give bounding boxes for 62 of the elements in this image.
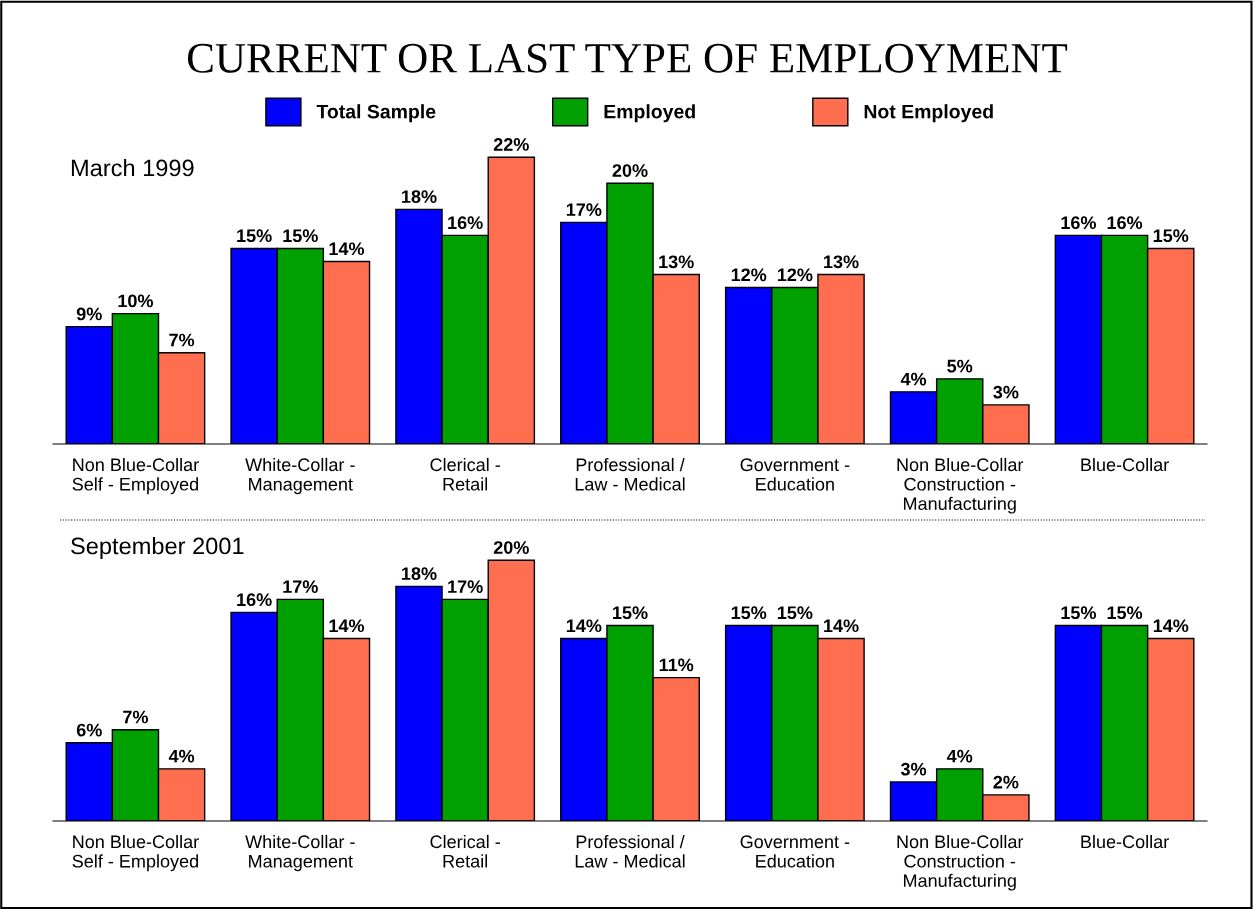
chart-title: CURRENT OR LAST TYPE OF EMPLOYMENT xyxy=(187,43,1068,73)
data-label: 14% xyxy=(566,619,602,633)
data-label: 14% xyxy=(1153,619,1189,633)
data-label: 3% xyxy=(993,385,1019,399)
data-label: 10% xyxy=(118,294,154,308)
data-label: 15% xyxy=(1061,606,1097,620)
data-label: 15% xyxy=(283,229,318,243)
data-label: 15% xyxy=(1107,606,1143,620)
x-tick-label: White-Collar - Management xyxy=(245,457,355,495)
data-label: 15% xyxy=(731,606,767,620)
data-label: 18% xyxy=(402,190,437,204)
data-label: 17% xyxy=(566,203,602,216)
x-tick-label: Blue-Collar xyxy=(1081,457,1169,472)
data-label: 16% xyxy=(448,216,483,230)
data-label: 6% xyxy=(76,723,102,737)
legend-label: Employed xyxy=(604,104,695,123)
data-label: 15% xyxy=(1153,229,1189,243)
data-label: 17% xyxy=(283,580,318,593)
data-label: 15% xyxy=(237,229,272,243)
data-label: 5% xyxy=(947,359,973,373)
data-label: 20% xyxy=(493,541,529,554)
data-label: 15% xyxy=(613,606,648,620)
data-label: 14% xyxy=(329,619,365,633)
chart-subtitle: March 1999 xyxy=(71,159,194,177)
x-tick-label: Non Blue-Collar Construction - Manufacturing xyxy=(897,457,1024,514)
x-tick-label: Clerical - Retail xyxy=(430,457,500,491)
x-tick-label: Non Blue-Collar Construction - Manufacturing xyxy=(897,834,1024,891)
data-label: 16% xyxy=(237,593,272,607)
data-label: 16% xyxy=(1061,216,1097,230)
data-label: 4% xyxy=(168,749,195,763)
data-label: 13% xyxy=(659,255,694,269)
chart-subtitle: September 2001 xyxy=(71,536,244,560)
data-label: 7% xyxy=(169,333,195,347)
x-tick-label: Clerical - Retail xyxy=(430,834,500,868)
data-label: 17% xyxy=(448,580,483,593)
data-label: 20% xyxy=(612,164,648,177)
data-label: 14% xyxy=(824,619,859,633)
data-label: 14% xyxy=(329,242,365,256)
data-label: 16% xyxy=(1107,216,1143,230)
data-label: 15% xyxy=(777,606,813,620)
data-label: 12% xyxy=(777,268,813,282)
data-label: 4% xyxy=(946,749,973,763)
x-tick-label: Non Blue-Collar Self - Employed xyxy=(72,457,199,495)
data-label: 18% xyxy=(402,567,437,581)
data-label: 12% xyxy=(731,268,767,282)
data-label: 13% xyxy=(824,255,859,269)
x-tick-label: Blue-Collar xyxy=(1081,834,1169,849)
data-label: 2% xyxy=(993,775,1019,789)
data-label: 4% xyxy=(900,372,927,386)
data-label: 9% xyxy=(76,307,102,321)
data-label: 7% xyxy=(123,710,148,724)
data-label: 11% xyxy=(659,658,694,672)
x-tick-label: Professional / Law - Medical xyxy=(575,457,685,491)
x-tick-label: White-Collar - Management xyxy=(245,834,355,872)
x-tick-label: Non Blue-Collar Self - Employed xyxy=(72,834,199,872)
x-tick-label: Government - Education xyxy=(740,835,850,868)
x-tick-label: Professional / Law - Medical xyxy=(575,834,685,868)
legend-label: Not Employed xyxy=(864,104,993,123)
x-tick-label: Government - Education xyxy=(740,458,850,491)
data-label: 22% xyxy=(493,138,529,151)
legend-label: Total Sample xyxy=(316,104,436,123)
data-label: 3% xyxy=(900,762,927,776)
